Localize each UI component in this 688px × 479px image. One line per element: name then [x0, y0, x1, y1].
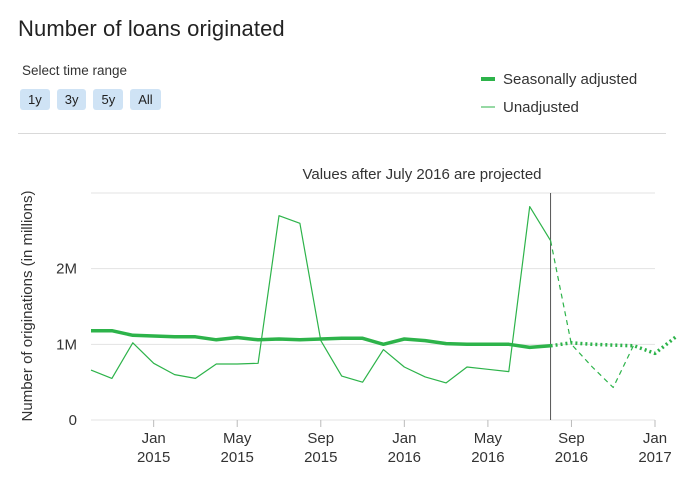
x-tick-year-label: 2015 — [137, 449, 170, 466]
x-tick-month-label: Jan — [643, 430, 667, 447]
page-title: Number of loans originated — [18, 16, 285, 41]
legend-item-seasonally-adjusted[interactable]: Seasonally adjusted — [481, 65, 637, 93]
series-line-unadjusted — [90, 206, 552, 384]
x-tick-year-label: 2015 — [221, 449, 254, 466]
x-tick-year-label: 2015 — [304, 449, 337, 466]
x-tick-month-label: Jan — [142, 430, 166, 447]
legend-item-unadjusted[interactable]: Unadjusted — [481, 93, 637, 121]
y-axis-ticks: 0 1M 2M — [56, 261, 77, 429]
y-tick-label: 0 — [69, 412, 77, 429]
x-tick-year-label: 2016 — [471, 449, 504, 466]
x-tick-month-label: Jan — [392, 430, 416, 447]
x-axis-ticks: Jan 2015 May 2015 Sep 2015 Jan 2016 May 2016 Sep 20… — [137, 420, 672, 466]
y-tick-label: 1M — [56, 336, 77, 353]
header-divider — [18, 133, 666, 134]
x-tick-year-label: 2016 — [388, 449, 421, 466]
y-axis-label: Number of originations (in millions) — [19, 191, 36, 422]
x-tick-month-label: May — [474, 430, 503, 447]
x-tick-year-label: 2017 — [638, 449, 671, 466]
x-tick-year-label: 2016 — [555, 449, 588, 466]
y-tick-label: 2M — [56, 261, 77, 278]
range-button-3y[interactable]: 3y — [56, 89, 87, 110]
series-projection-seasonally-adjusted — [550, 335, 677, 356]
time-range-label: Select time range — [22, 63, 128, 78]
range-button-all[interactable]: All — [130, 89, 161, 110]
legend-swatch-thick — [481, 77, 495, 81]
series — [90, 206, 677, 389]
projection-annotation: Values after July 2016 are projected — [302, 166, 541, 183]
x-tick-month-label: Sep — [558, 430, 585, 447]
legend: Seasonally adjusted Unadjusted — [481, 65, 637, 121]
legend-label: Seasonally adjusted — [503, 70, 638, 88]
range-button-5y[interactable]: 5y — [93, 89, 124, 110]
range-button-1y[interactable]: 1y — [20, 89, 50, 110]
x-tick-month-label: Sep — [307, 430, 334, 447]
time-range-buttons: 1y 3y 5y All — [20, 89, 161, 110]
legend-label: Unadjusted — [503, 98, 579, 116]
legend-swatch-thin — [481, 106, 495, 108]
grid — [91, 192, 655, 421]
series-projection-unadjusted — [550, 240, 635, 389]
x-tick-month-label: May — [223, 430, 252, 447]
